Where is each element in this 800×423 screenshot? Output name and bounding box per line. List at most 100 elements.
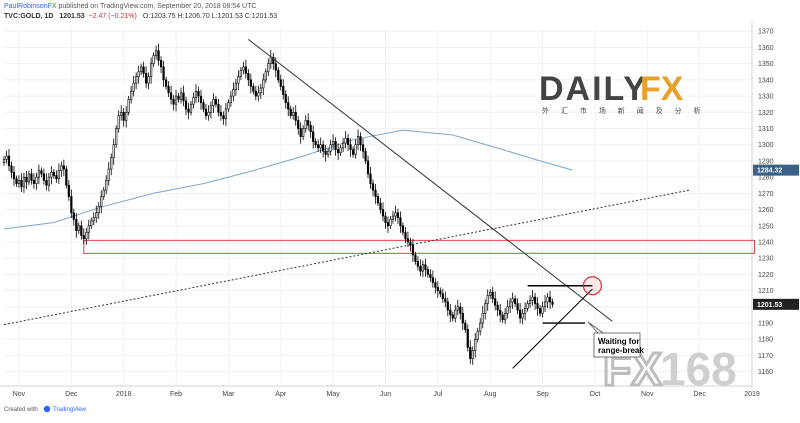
candle bbox=[65, 165, 68, 189]
candle bbox=[456, 299, 459, 316]
candle bbox=[77, 222, 80, 234]
candle bbox=[386, 216, 390, 233]
x-axis: Nov Dec 2018 Feb Mar Apr May Jun Jul Aug Sep Oct Nov… bbox=[0, 385, 760, 398]
x-tick-label: Apr bbox=[275, 391, 287, 398]
y-tick-label: 1230 bbox=[758, 256, 774, 263]
candle bbox=[484, 299, 487, 320]
candle bbox=[7, 148, 11, 171]
candle bbox=[169, 85, 173, 105]
x-tick-label: Mar bbox=[222, 391, 235, 398]
candle bbox=[469, 340, 472, 364]
candle bbox=[299, 122, 302, 144]
candle bbox=[451, 311, 454, 322]
candle bbox=[35, 172, 38, 190]
candle bbox=[105, 175, 108, 195]
tradingview-logo-icon bbox=[43, 405, 51, 413]
candle bbox=[222, 111, 225, 125]
candle bbox=[389, 216, 392, 230]
candle bbox=[376, 193, 380, 207]
candle bbox=[152, 52, 155, 67]
rising-trendline-dotted bbox=[3, 189, 690, 326]
moving-average-line bbox=[3, 129, 573, 230]
candle bbox=[339, 144, 342, 157]
candle bbox=[289, 105, 292, 119]
candle bbox=[12, 166, 16, 186]
candle bbox=[264, 68, 267, 84]
candle bbox=[247, 69, 250, 87]
candle bbox=[312, 125, 315, 149]
y-tick-label: 1290 bbox=[758, 158, 774, 165]
logo-fx: FX bbox=[640, 70, 684, 108]
candle bbox=[297, 116, 300, 135]
candle bbox=[511, 292, 514, 310]
candle bbox=[20, 173, 23, 193]
candle bbox=[307, 113, 310, 131]
candle bbox=[521, 309, 524, 325]
candle bbox=[411, 239, 415, 263]
publisher-line: PaulRobinsonFX published on TradingView.… bbox=[4, 3, 256, 10]
footer-brand[interactable]: TradingView bbox=[53, 407, 87, 413]
candle bbox=[177, 92, 180, 103]
candle bbox=[501, 311, 504, 324]
candle bbox=[282, 79, 285, 100]
candle bbox=[332, 134, 335, 150]
y-tick-label: 1170 bbox=[758, 353, 773, 360]
candle bbox=[317, 139, 320, 153]
candle bbox=[97, 202, 100, 219]
candle bbox=[75, 213, 78, 238]
candle bbox=[272, 52, 275, 70]
candle bbox=[516, 298, 519, 315]
candle bbox=[528, 295, 532, 308]
y-tick-label: 1180 bbox=[758, 337, 773, 344]
candle bbox=[519, 302, 522, 324]
footer-created-with: Created with bbox=[4, 407, 38, 413]
candle bbox=[244, 59, 247, 79]
candle bbox=[212, 93, 215, 113]
candle bbox=[87, 219, 90, 240]
candle bbox=[50, 166, 53, 185]
candle bbox=[506, 299, 509, 319]
candle bbox=[197, 87, 200, 103]
y-tick-label: 1320 bbox=[758, 110, 774, 117]
y-tick-label: 1240 bbox=[758, 239, 774, 246]
candle bbox=[314, 138, 317, 148]
grid-lines bbox=[4, 28, 753, 383]
candle bbox=[30, 168, 33, 185]
candle bbox=[80, 220, 83, 240]
candle bbox=[102, 186, 105, 200]
candle bbox=[526, 300, 529, 312]
y-tick-label: 1280 bbox=[758, 175, 774, 182]
candle bbox=[536, 297, 539, 316]
publisher-user[interactable]: PaulRobinsonFX bbox=[4, 3, 57, 10]
candle bbox=[85, 228, 88, 245]
symbol-name: TVC:GOLD, 1D bbox=[4, 13, 53, 20]
resistance-zone bbox=[83, 239, 755, 254]
watermark-number: 168 bbox=[660, 343, 737, 395]
candle bbox=[217, 99, 220, 117]
candle bbox=[27, 170, 31, 186]
price-labels: 1284.32 1201.53 bbox=[753, 164, 799, 310]
candle bbox=[224, 102, 228, 126]
x-tick-label: Nov bbox=[641, 391, 654, 398]
candle bbox=[419, 259, 422, 277]
candle bbox=[538, 305, 542, 317]
candle bbox=[351, 146, 355, 158]
candle bbox=[461, 307, 464, 331]
candle bbox=[214, 96, 218, 108]
y-tick-label: 1270 bbox=[758, 191, 774, 198]
candle bbox=[434, 278, 437, 294]
candle bbox=[55, 170, 58, 183]
candle bbox=[120, 105, 123, 121]
candle bbox=[394, 205, 397, 222]
candle bbox=[37, 164, 41, 185]
candle bbox=[167, 81, 170, 98]
candle bbox=[70, 189, 73, 218]
candle bbox=[112, 138, 115, 165]
candle bbox=[287, 96, 290, 117]
candle bbox=[60, 161, 63, 177]
candle bbox=[100, 190, 103, 214]
candle bbox=[399, 211, 402, 233]
candle bbox=[454, 304, 457, 323]
y-tick-label: 1360 bbox=[758, 45, 774, 52]
